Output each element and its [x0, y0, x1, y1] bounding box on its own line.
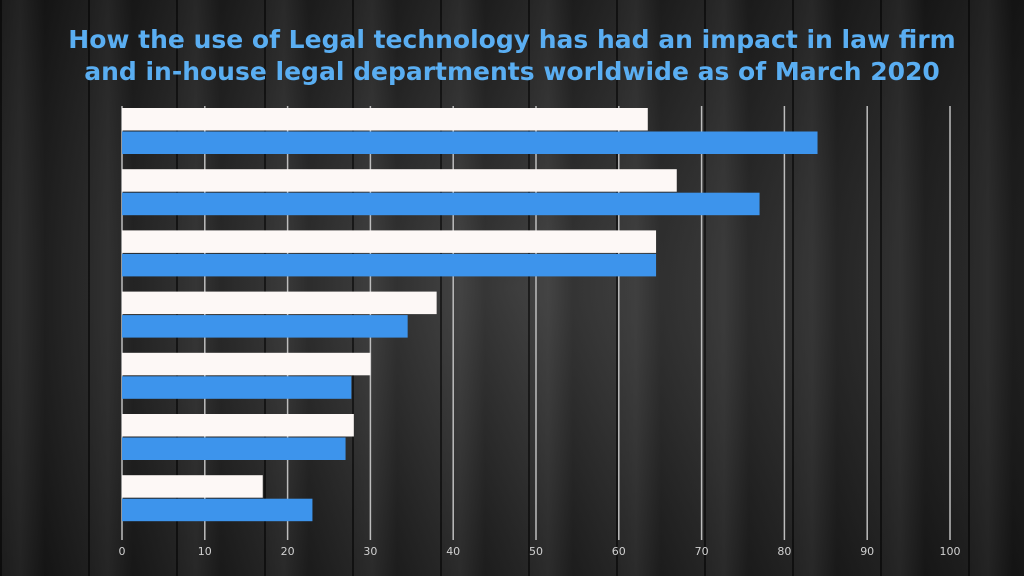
- chart-title: How the use of Legal technology has had …: [68, 25, 956, 86]
- x-tick-label: 20: [281, 545, 295, 558]
- bar: [122, 376, 352, 399]
- bar: [122, 498, 313, 522]
- x-tick-label: 50: [529, 545, 543, 558]
- bar: [122, 315, 408, 338]
- bar: [122, 475, 263, 498]
- x-tick-label: 10: [198, 545, 212, 558]
- x-tick-label: 70: [695, 545, 709, 558]
- bar: [122, 230, 657, 253]
- bar: [122, 291, 437, 315]
- bar: [122, 192, 760, 216]
- bar: [122, 169, 677, 192]
- bar: [122, 414, 354, 437]
- x-tick-label: 0: [119, 545, 126, 558]
- bar: [122, 131, 818, 154]
- x-tick-label: 80: [777, 545, 791, 558]
- bar: [122, 253, 657, 277]
- x-tick-label: 90: [860, 545, 874, 558]
- bar: [122, 437, 346, 460]
- bar: [122, 108, 648, 131]
- bar: [122, 352, 371, 376]
- x-tick-label: 30: [363, 545, 377, 558]
- x-tick-label: 60: [612, 545, 626, 558]
- x-tick-label: 100: [940, 545, 961, 558]
- x-tick-label: 40: [446, 545, 460, 558]
